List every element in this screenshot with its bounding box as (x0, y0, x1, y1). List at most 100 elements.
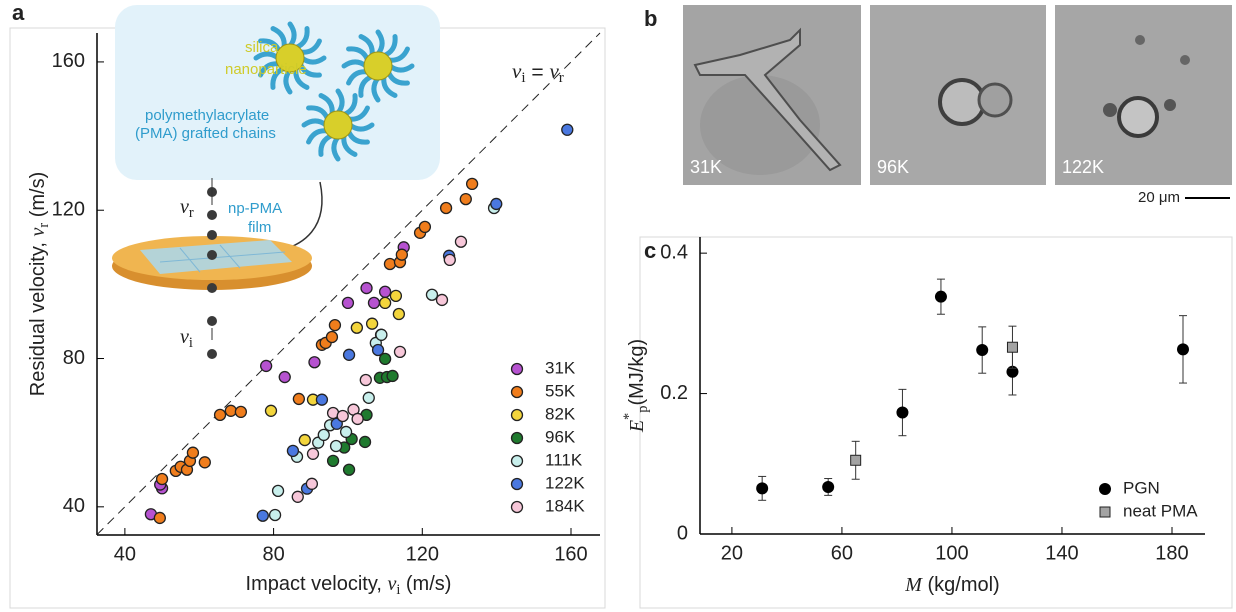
point (367, 296, 381, 310)
point (1176, 343, 1189, 356)
point (365, 317, 379, 330)
point (443, 253, 456, 267)
inset-label: silica (245, 39, 279, 56)
point (268, 508, 282, 522)
projectile (207, 250, 217, 260)
identity-label-part: = (526, 61, 550, 84)
point (465, 177, 479, 191)
inset-symbol-part: r (189, 205, 194, 221)
point (350, 321, 364, 334)
x-tick-label: 80 (262, 543, 284, 565)
y-axis-label-part: * (621, 413, 637, 420)
inset-symbol-part: v (180, 196, 189, 218)
inset-symbol-part: v (180, 326, 189, 348)
point (336, 409, 349, 423)
point (395, 248, 408, 261)
point (278, 370, 291, 384)
point (378, 285, 392, 298)
point (155, 472, 169, 486)
y-axis-label-part: Residual velocity, (27, 237, 49, 397)
point (291, 490, 304, 503)
point (378, 352, 392, 366)
point (850, 454, 862, 466)
point (305, 477, 319, 490)
point (341, 296, 355, 310)
legend-marker (510, 477, 524, 491)
identity-label-part: i (521, 70, 525, 86)
legend-marker (510, 500, 524, 514)
y-axis-label-part: E (626, 420, 648, 433)
point (260, 359, 273, 373)
x-axis-label-part: v (387, 573, 396, 595)
point (264, 404, 278, 417)
scale-bar-label: 20 μm (1138, 189, 1180, 206)
point (328, 319, 342, 332)
legend-marker (1099, 506, 1111, 518)
legend-marker (510, 454, 524, 468)
y-axis-label: Residual velocity, vr (m/s) (27, 172, 53, 396)
inset-label: nanoparticle (225, 61, 307, 78)
point (392, 307, 406, 321)
point (315, 393, 329, 406)
inset-symbol: vi (180, 326, 193, 352)
nanoparticle (275, 43, 305, 73)
y-tick-label: 160 (52, 50, 85, 72)
legend-marker (1099, 483, 1111, 495)
y-axis-label-part: p (635, 406, 651, 413)
point (224, 404, 237, 417)
inset-label: film (248, 219, 271, 236)
panel-label: c (644, 238, 656, 263)
identity-line (96, 32, 601, 535)
x-axis-label-part: Impact velocity, (246, 573, 388, 595)
point (325, 330, 339, 344)
x-axis-label: M (kg/mol) (904, 574, 999, 597)
point (822, 480, 835, 493)
nanoparticle (323, 110, 353, 140)
x-tick-label: 140 (1045, 542, 1078, 564)
point (378, 296, 392, 310)
legend-label: 31K (545, 358, 576, 377)
y-axis-label-part: r (36, 223, 52, 228)
projectile (207, 349, 217, 359)
identity-label-part: r (559, 70, 564, 86)
projectile (207, 283, 217, 293)
point (1006, 341, 1018, 353)
identity-label-part: v (549, 59, 559, 83)
x-axis-label-part: (m/s) (400, 573, 451, 595)
legend-label: 111K (545, 450, 583, 469)
x-tick-label: 100 (935, 542, 968, 564)
legend-label: 82K (545, 404, 576, 423)
inset-symbol-part: i (189, 335, 193, 351)
point (308, 356, 321, 369)
legend-label: neat PMA (1123, 501, 1198, 520)
point (459, 192, 472, 206)
micrographs: 31K 96K 122K 20 μm (683, 5, 1232, 206)
legend-marker (510, 362, 524, 376)
panel-label: b (644, 6, 657, 31)
point (342, 463, 356, 476)
point (298, 433, 311, 447)
micrograph (1055, 5, 1232, 185)
point (326, 454, 340, 467)
point (756, 482, 769, 495)
legend-label: 96K (545, 427, 576, 446)
legend-label: 55K (545, 381, 576, 400)
image-label: 122K (1062, 157, 1104, 177)
point (418, 220, 432, 234)
point (359, 373, 372, 387)
point (490, 197, 503, 211)
projectile (207, 316, 217, 326)
y-axis-label-part: (MJ/kg) (626, 339, 648, 406)
point (342, 348, 356, 361)
x-tick-label: 180 (1155, 542, 1188, 564)
y-tick-label: 120 (52, 199, 85, 221)
image-label: 96K (877, 157, 909, 177)
point (286, 444, 300, 457)
point (186, 446, 200, 459)
projectile (207, 210, 217, 220)
panel-label: a (12, 0, 25, 25)
y-tick-label: 0 (677, 522, 688, 544)
point (435, 293, 449, 307)
point (292, 392, 306, 406)
point (306, 447, 320, 460)
